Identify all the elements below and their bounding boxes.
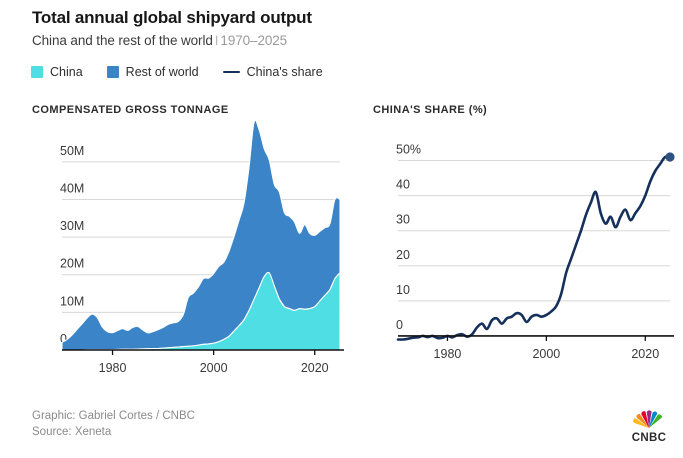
peacock-icon xyxy=(633,410,662,428)
x-axis-tick-label: 2020 xyxy=(301,361,329,375)
page-subtitle: China and the rest of the world I 1970–202… xyxy=(32,33,287,48)
legend-label-rest-of-world: Rest of world xyxy=(125,65,199,79)
legend-item-china: China xyxy=(31,65,83,79)
share-svg: 0 10 20 30 40 50% 1980 2000 2020 xyxy=(396,143,675,361)
y-axis-tick-label: 40M xyxy=(60,181,84,195)
chart-compensated-gross-tonnage: 0 10M 20M 30M 40M 50M 1980 2000 2020 xyxy=(20,119,350,390)
y-axis-tick-label: 50% xyxy=(396,143,421,157)
chart-legend: China Rest of world China's share xyxy=(31,65,347,79)
panel-title-share: CHINA'S SHARE (%) xyxy=(373,104,488,116)
y-axis-tick-label: 20 xyxy=(396,248,410,262)
legend-item-rest-of-world: Rest of world xyxy=(106,65,199,79)
legend-label-chinas-share: China's share xyxy=(246,65,323,79)
x-axis-tick-label: 2000 xyxy=(532,347,560,361)
legend-label-china: China xyxy=(50,65,83,79)
x-axis-tick-label: 1980 xyxy=(99,361,127,375)
panel-title-tonnage: COMPENSATED GROSS TONNAGE xyxy=(32,104,229,116)
y-axis-tick-label: 40 xyxy=(396,178,410,192)
footer-credits: Graphic: Gabriel Cortes / CNBC Source: X… xyxy=(32,408,195,440)
area-series-rest-of-world xyxy=(61,119,341,351)
y-axis-tick-label: 0 xyxy=(60,332,67,346)
legend-swatch-china xyxy=(31,66,43,78)
cnbc-wordmark: CNBC xyxy=(631,432,667,444)
chart-chinas-share: 0 10 20 30 40 50% 1980 2000 2020 xyxy=(360,125,682,390)
legend-swatch-rest-of-world xyxy=(106,66,119,78)
y-axis-tick-label: 30 xyxy=(396,213,410,227)
x-axis-tick-label: 1980 xyxy=(434,347,462,361)
y-axis-tick-label: 50M xyxy=(60,144,84,158)
y-axis-tick-label: 0 xyxy=(396,318,403,332)
series-end-marker xyxy=(665,152,675,162)
y-axis-tick-label: 10 xyxy=(396,283,410,297)
y-axis-tick-label: 20M xyxy=(60,257,84,271)
credit-source: Source: Xeneta xyxy=(32,426,112,438)
cnbc-logo: CNBC xyxy=(628,408,670,446)
x-axis-tick-label: 2000 xyxy=(200,361,228,375)
y-axis-tick-label: 10M xyxy=(60,294,84,308)
x-axis-tick-label: 2020 xyxy=(631,347,659,361)
legend-line-chinas-share xyxy=(222,70,240,74)
subtitle-range: 1970–2025 xyxy=(220,33,288,48)
subtitle-main: China and the rest of the world xyxy=(32,33,213,48)
y-axis-tick-label: 30M xyxy=(60,219,84,233)
tonnage-svg: 0 10M 20M 30M 40M 50M 1980 2000 2020 xyxy=(60,119,344,375)
subtitle-separator: I xyxy=(214,33,219,48)
page-title: Total annual global shipyard output xyxy=(32,8,312,27)
line-series-china-s-share xyxy=(396,155,672,341)
legend-item-chinas-share: China's share xyxy=(222,65,323,79)
credit-graphic: Graphic: Gabriel Cortes / CNBC xyxy=(32,410,195,422)
